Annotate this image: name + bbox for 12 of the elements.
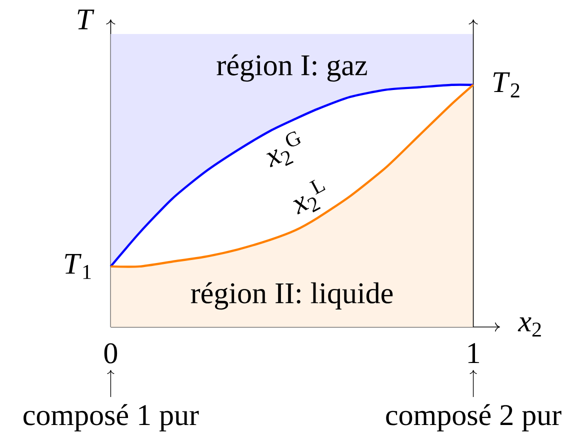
text: composé 2 pur — [386, 404, 562, 432]
x-axis-title: x$_{2}$ — [518, 317, 541, 337]
y-axis-title: T — [78, 10, 94, 30]
annotation: région II: liquide — [190, 282, 393, 310]
text: région I: gaz — [216, 54, 367, 82]
text: composé 1 pur — [24, 404, 199, 432]
annotation: T$_{2}$ — [493, 72, 520, 98]
text: x$_{2}$L — [293, 180, 326, 214]
x-tick-label: 1 — [468, 343, 479, 363]
annotation: T$_{1}$ — [65, 254, 91, 279]
text: x$_{2}$G — [266, 131, 301, 168]
x-tick-label: 0 — [104, 343, 118, 364]
